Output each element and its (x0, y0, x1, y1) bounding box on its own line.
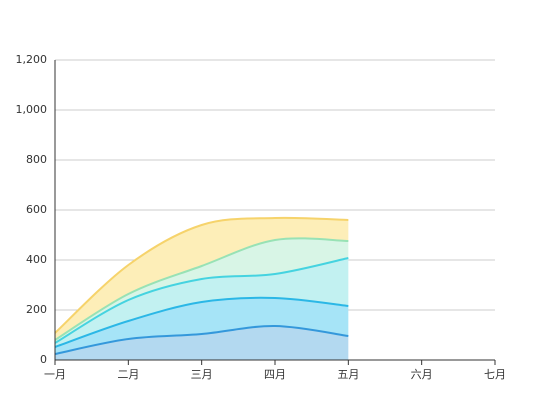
x-tick-label: 二月 (117, 368, 139, 381)
y-tick-label: 200 (26, 303, 47, 316)
x-tick-label: 五月 (337, 368, 359, 381)
x-tick-label: 三月 (191, 368, 213, 381)
line (54, 257, 349, 344)
y-tick-label: 800 (26, 153, 47, 166)
area (55, 217, 349, 340)
area (55, 258, 349, 347)
area (55, 297, 349, 354)
y-tick-label: 600 (26, 203, 47, 216)
y-tick-label: 400 (26, 253, 47, 266)
line (54, 324, 349, 355)
x-tick-label: 七月 (484, 368, 506, 381)
line (54, 237, 349, 341)
y-tick-label: 0 (40, 353, 47, 366)
line (54, 216, 349, 334)
area (55, 238, 349, 343)
x-tick-label: 六月 (411, 368, 433, 381)
line (54, 296, 349, 348)
y-tick-label: 1,200 (16, 53, 48, 66)
x-tick-label: 一月 (44, 368, 66, 381)
area (55, 325, 349, 360)
x-tick-label: 四月 (264, 368, 286, 381)
y-tick-label: 1,000 (16, 103, 48, 116)
